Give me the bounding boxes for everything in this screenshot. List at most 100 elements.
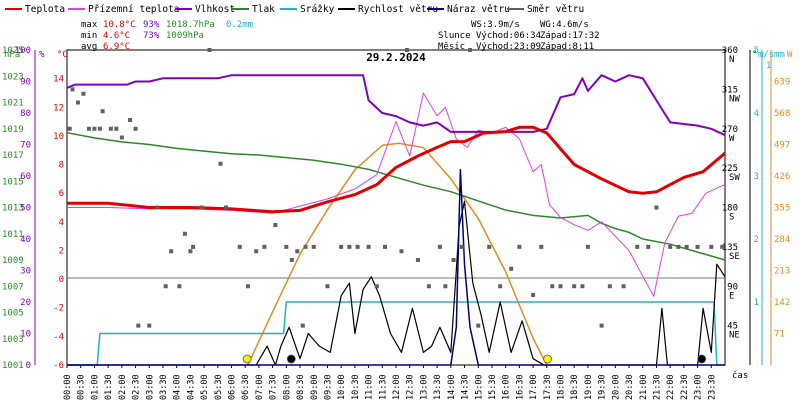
direction-compass-label: NE	[729, 331, 740, 341]
temperature-tick-label: -2	[53, 304, 64, 314]
humidity-tick-label: 100	[15, 46, 31, 56]
wind-tick-label: 1	[754, 298, 759, 308]
wind-direction-point	[498, 284, 503, 289]
solar-tick-label: 639	[774, 78, 790, 88]
pressure-tick-label: 1021	[2, 99, 24, 109]
legend-label: Náraz větru	[447, 4, 510, 15]
moonset-time: Západ:8:11	[540, 42, 594, 52]
wind-direction-point	[621, 284, 626, 289]
wind-direction-point	[383, 244, 388, 249]
wind-direction-point	[404, 48, 409, 52]
x-tick-label: 02:30	[132, 374, 142, 400]
wind-direction-point	[531, 293, 536, 297]
stat-avg-label: avg	[81, 42, 97, 52]
axis-unit-pressure: hPa	[4, 50, 20, 60]
wind-direction-point	[295, 249, 300, 254]
wind-tick-label: 4	[754, 109, 759, 119]
wind-direction-point	[437, 244, 442, 249]
legend-item-rain: Srážky	[280, 4, 335, 15]
pressure-tick-label: 1019	[2, 125, 24, 135]
x-tick-label: 17:30	[543, 374, 553, 400]
pressure-tick-label: 1003	[2, 335, 24, 345]
wind-direction-point	[426, 284, 431, 289]
solar-tick-label: 497	[774, 141, 790, 151]
wind-direction-point	[300, 323, 305, 328]
solar-tick-label: 142	[774, 298, 790, 308]
x-tick-label: 09:30	[323, 374, 333, 400]
moonrise-marker	[697, 354, 707, 364]
direction-compass-label: SW	[729, 173, 740, 183]
series-line-rychlost-v-tru	[67, 200, 726, 366]
wind-direction-point	[207, 48, 212, 52]
wind-direction-point	[237, 244, 242, 249]
wind-direction-point	[558, 284, 563, 289]
wind-direction-point	[695, 244, 700, 249]
temperature-tick-label: -6	[53, 361, 64, 371]
x-tick-label: 04:00	[173, 374, 183, 400]
x-tick-label: 21:00	[639, 374, 649, 400]
solar-tick-label: 213	[774, 267, 790, 277]
stat-max-label: max	[81, 20, 98, 30]
wind-direction-point	[684, 244, 689, 249]
wind-direction-point	[133, 126, 138, 131]
wind-direction-point	[75, 100, 80, 105]
x-tick-label: 16:30	[515, 374, 525, 400]
x-tick-label: 03:30	[159, 374, 169, 400]
sun-moon-markers	[242, 354, 707, 364]
wind-tick-label: 2	[754, 235, 759, 245]
legend-label: Rychlost větru	[358, 4, 438, 15]
wind-direction-point	[635, 244, 640, 249]
x-tick-label: 07:00	[255, 374, 265, 400]
pressure-tick-label: 1017	[2, 151, 24, 161]
axis-unit-temperature: °C	[57, 50, 68, 60]
direction-compass-label: E	[729, 291, 734, 301]
x-tick-label: 14:30	[461, 374, 471, 400]
temperature-tick-label: -4	[53, 332, 64, 342]
wind-direction-point	[550, 284, 555, 289]
stat-max-rain: 0.2mm	[226, 20, 253, 30]
moonrise-time: Východ:23:09	[476, 42, 541, 52]
wind-direction-point	[169, 249, 174, 254]
wind-direction-point	[155, 205, 160, 210]
x-tick-label: 03:00	[145, 374, 155, 400]
stat-wg: WG:4.6m/s	[540, 20, 589, 30]
pressure-tick-label: 1001	[2, 361, 24, 371]
wind-direction-point	[199, 205, 204, 210]
wind-direction-point	[92, 126, 97, 131]
pressure-tick-label: 1013	[2, 204, 24, 214]
x-tick-label: 13:00	[419, 374, 429, 400]
axis-unit-solar: W	[787, 50, 793, 60]
humidity-tick-label: 80	[20, 109, 31, 119]
direction-compass-label: SE	[729, 252, 740, 262]
x-tick-label: 23:30	[707, 374, 717, 400]
temperature-tick-label: 4	[59, 218, 64, 228]
wind-direction-point	[128, 118, 133, 122]
direction-compass-label: NW	[729, 94, 740, 104]
x-tick-label: 20:00	[611, 374, 621, 400]
wind-direction-point	[262, 244, 267, 249]
wind-direction-point	[517, 244, 522, 249]
humidity-tick-label: 20	[20, 298, 31, 308]
wind-direction-point	[81, 91, 86, 96]
series-line-vlhkost	[66, 74, 726, 137]
wind-direction-point	[509, 266, 514, 271]
wind-direction-point	[539, 244, 544, 249]
moon-label: Měsíc	[438, 42, 465, 52]
x-tick-label: 11:30	[378, 374, 388, 400]
legend-label: Směr větru	[527, 4, 584, 15]
humidity-tick-label: 0	[26, 361, 31, 371]
legend-item-temp: Teplota	[5, 4, 65, 15]
x-tick-label: 06:00	[228, 374, 238, 400]
x-tick-label: 01:00	[90, 374, 100, 400]
temperature-tick-label: 0	[59, 275, 64, 285]
pressure-tick-label: 1015	[2, 177, 24, 187]
axis-unit-humidity: %	[39, 50, 45, 60]
chart-title: 29.2.2024	[366, 51, 426, 64]
wind-direction-point	[709, 244, 714, 249]
wind-direction-point	[676, 244, 681, 249]
stat-min-press: 1009hPa	[166, 31, 204, 41]
wind-direction-point	[254, 249, 259, 254]
x-tick-label: 10:30	[351, 374, 361, 400]
legend-item-gust: Náraz větru	[427, 4, 510, 15]
x-tick-label: 17:00	[529, 374, 539, 400]
